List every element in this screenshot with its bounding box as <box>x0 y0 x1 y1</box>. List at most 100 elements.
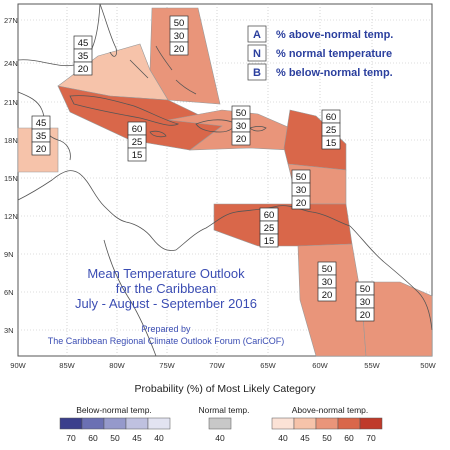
key-box-a <box>247 25 267 43</box>
prob-box-venezuela-coast: 60 25 15 <box>259 207 279 248</box>
prob-value: 45 <box>36 118 47 129</box>
prob-value: 45 <box>78 38 89 49</box>
prob-cell-bg <box>259 233 279 248</box>
prob-value: 25 <box>132 137 143 148</box>
coast-florida <box>99 3 117 57</box>
prob-value: 35 <box>78 51 89 62</box>
prob-value: 15 <box>132 150 143 161</box>
islands-bahamas <box>129 45 197 95</box>
coast-colombia <box>175 205 351 251</box>
prob-value: 50 <box>296 172 307 183</box>
legend-above-swatch <box>293 417 317 430</box>
latitude-labels: 27N 24N 21N 18N 15N 12N 9N 6N 3N <box>4 16 18 335</box>
key-text-n: % normal temperature <box>276 48 392 60</box>
legend-above-value: 60 <box>344 433 354 443</box>
prob-value: 30 <box>174 31 185 42</box>
lat-label: 24N <box>4 59 18 68</box>
key-text-a: % above-normal temp. <box>276 29 393 41</box>
legend-above-value: 70 <box>366 433 376 443</box>
lat-label: 21N <box>4 98 18 107</box>
legend-below-value: 45 <box>132 433 142 443</box>
lon-label: 90W <box>10 361 26 370</box>
prob-cell-bg <box>317 287 337 302</box>
prob-value: 50 <box>322 264 333 275</box>
legend-above-value: 40 <box>278 433 288 443</box>
legend-swatches: 70 60 50 45 40 40 40 45 50 60 70 <box>59 417 383 443</box>
prob-cell-bg <box>127 147 147 162</box>
prob-value: 50 <box>174 18 185 29</box>
legend-below-value: 50 <box>110 433 120 443</box>
lon-label: 60W <box>312 361 328 370</box>
key-box-b <box>247 63 267 81</box>
prob-value: 50 <box>360 284 371 295</box>
organization: The Caribbean Regional Climate Outlook F… <box>48 336 285 346</box>
prob-box-suriname-guiana: 50 30 20 <box>355 281 375 322</box>
legend-below-swatch <box>125 417 149 430</box>
prob-box-belize: 45 35 20 <box>31 115 51 156</box>
probability-boxes: 50 30 20 45 35 20 45 35 20 60 25 15 50 30 20 60 25 15 50 30… <box>31 15 375 322</box>
lon-label: 55W <box>364 361 380 370</box>
lat-label: 6N <box>4 288 14 297</box>
prob-value: 20 <box>296 198 307 209</box>
island-cuba <box>69 95 180 126</box>
prob-box-leeward-islands: 60 25 15 <box>321 109 341 150</box>
legend-normal-swatch <box>208 417 232 430</box>
prob-value: 60 <box>132 124 143 135</box>
key-text-b: % below-normal temp. <box>276 67 393 79</box>
region-bahamas-east <box>149 7 221 105</box>
key-box-n <box>247 44 267 62</box>
prob-box-cuba-jamaica: 60 25 15 <box>127 121 147 162</box>
prepared-by: Prepared by <box>141 324 191 334</box>
map-title: Mean Temperature Outlook for the Caribbe… <box>48 266 285 346</box>
prob-value: 20 <box>36 144 47 155</box>
title-line-1: Mean Temperature Outlook <box>87 266 245 281</box>
lat-label: 9N <box>4 250 14 259</box>
key-code-b: B <box>253 67 261 79</box>
prob-value: 15 <box>326 138 337 149</box>
prob-value: 15 <box>264 236 275 247</box>
prob-value: 60 <box>326 112 337 123</box>
prob-value: 50 <box>236 108 247 119</box>
prob-box-hispaniola: 50 30 20 <box>231 105 251 146</box>
lon-label: 75W <box>159 361 175 370</box>
lon-label: 70W <box>209 361 225 370</box>
prob-value: 35 <box>36 131 47 142</box>
lon-label: 65W <box>260 361 276 370</box>
prob-value: 20 <box>236 134 247 145</box>
legend-below-value: 60 <box>88 433 98 443</box>
legend-below-swatch <box>147 417 171 430</box>
legend-below-swatch <box>59 417 83 430</box>
lat-label: 15N <box>4 174 18 183</box>
legend-above-swatch <box>359 417 383 430</box>
prob-cell-bg <box>73 61 93 76</box>
legend-title: Probability (%) of Most Likely Category <box>135 383 317 395</box>
prob-cell-bg <box>31 141 51 156</box>
lat-label: 18N <box>4 136 18 145</box>
legend-below-value: 70 <box>66 433 76 443</box>
prob-value: 25 <box>326 125 337 136</box>
abn-key: A % above-normal temp. N % normal temper… <box>247 25 393 81</box>
lat-label: 3N <box>4 326 14 335</box>
prob-value: 30 <box>360 297 371 308</box>
lon-label: 85W <box>59 361 75 370</box>
prob-value: 30 <box>322 277 333 288</box>
prob-cell-bg <box>321 135 341 150</box>
lon-label: 80W <box>109 361 125 370</box>
prob-value: 60 <box>264 210 275 221</box>
island-puerto-rico <box>249 126 267 132</box>
prob-value: 30 <box>296 185 307 196</box>
longitude-labels: 90W 85W 80W 75W 70W 65W 60W 55W 50W <box>10 361 436 370</box>
legend-above-swatch <box>271 417 295 430</box>
prob-value: 30 <box>236 121 247 132</box>
key-code-a: A <box>253 29 261 41</box>
legend-normal-label: Normal temp. <box>198 405 249 415</box>
prob-box-windward-islands: 50 30 20 <box>291 169 311 210</box>
legend-below-swatch <box>81 417 105 430</box>
legend-above-value: 45 <box>300 433 310 443</box>
legend-above-swatch <box>315 417 339 430</box>
title-line-3: July - August - September 2016 <box>75 296 257 311</box>
lat-label: 12N <box>4 212 18 221</box>
prob-cell-bg <box>169 41 189 56</box>
legend-below-swatch <box>103 417 127 430</box>
